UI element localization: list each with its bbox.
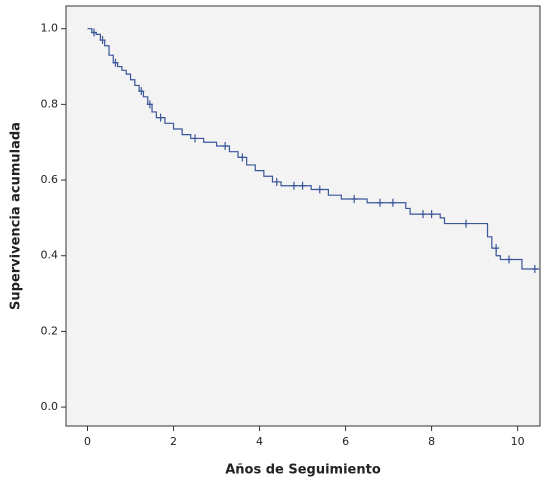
censor-mark (299, 181, 306, 190)
censor-mark (138, 87, 145, 96)
x-tick-label: 6 (342, 435, 349, 448)
y-tick-label: 0.8 (41, 97, 59, 110)
censor-mark (376, 198, 383, 207)
x-axis-title: Años de Seguimiento (225, 463, 381, 478)
censor-mark (506, 255, 513, 264)
survival-curve (87, 28, 540, 270)
censor-mark (273, 177, 280, 186)
censor-mark (428, 210, 435, 219)
censor-mark (420, 210, 427, 219)
y-axis-title: Supervivencia acumulada (9, 122, 24, 310)
censor-mark (389, 198, 396, 207)
x-tick-label: 2 (170, 435, 177, 448)
censor-mark (157, 113, 164, 122)
censor-mark (351, 194, 358, 203)
censor-mark (493, 244, 500, 253)
x-tick-label: 10 (511, 435, 525, 448)
censor-mark (112, 58, 119, 67)
plot-area (65, 5, 541, 427)
censor-mark (99, 36, 106, 45)
x-tick-label: 8 (428, 435, 435, 448)
censor-mark (146, 100, 153, 109)
y-tick-label: 0.4 (41, 249, 59, 262)
censor-mark (316, 185, 323, 194)
censor-mark (192, 134, 199, 143)
y-tick-label: 1.0 (41, 22, 59, 35)
censor-mark (531, 264, 538, 273)
y-tick-label: 0.2 (41, 324, 59, 337)
censor-mark (290, 181, 297, 190)
x-tick-label: 0 (84, 435, 91, 448)
censor-mark (239, 153, 246, 162)
y-tick-label: 0.6 (41, 173, 59, 186)
censor-mark (463, 219, 470, 228)
censor-mark (222, 142, 229, 150)
x-tick-label: 4 (256, 435, 263, 448)
y-tick-label: 0.0 (41, 400, 59, 413)
censor-mark (90, 28, 97, 37)
